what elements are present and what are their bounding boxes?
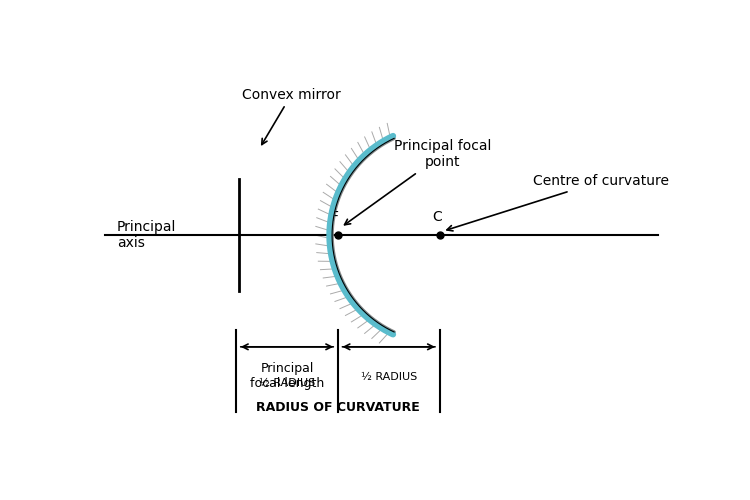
Text: Convex mirror: Convex mirror (242, 88, 340, 144)
Text: ½ RADIUS: ½ RADIUS (361, 372, 417, 382)
Text: ½ RADIUS: ½ RADIUS (259, 378, 315, 388)
Text: Principal
focal length: Principal focal length (250, 362, 324, 390)
Text: Centre of curvature: Centre of curvature (447, 174, 668, 231)
Text: F: F (331, 210, 339, 224)
Text: RADIUS OF CURVATURE: RADIUS OF CURVATURE (256, 400, 420, 413)
Text: Principal focal
point: Principal focal point (344, 139, 491, 225)
Text: C: C (432, 210, 442, 224)
Text: Principal
axis: Principal axis (117, 220, 176, 250)
